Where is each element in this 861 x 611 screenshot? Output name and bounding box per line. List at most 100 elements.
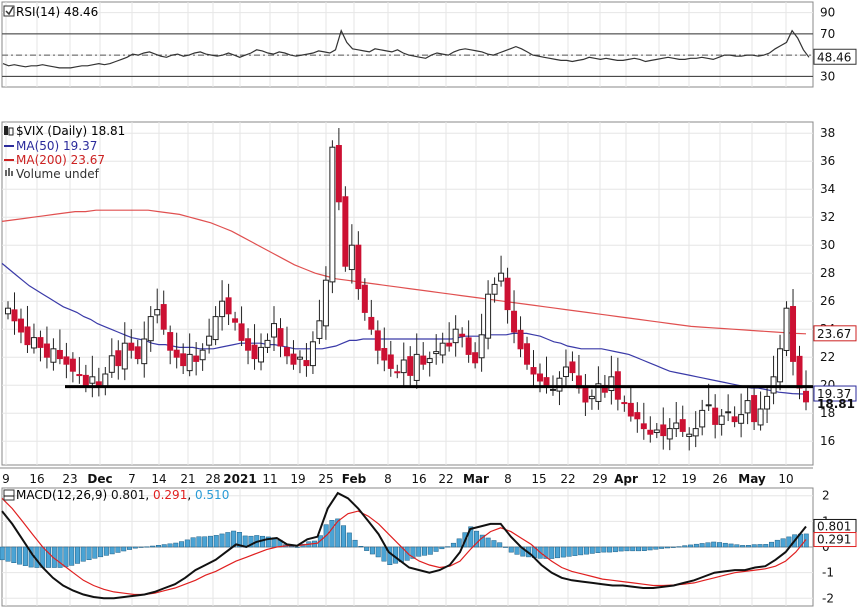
- ma50-line: [1, 262, 807, 395]
- candle-down: [504, 277, 511, 311]
- candle-up: [705, 404, 712, 407]
- macd-histogram-bar: [682, 545, 688, 548]
- candle-down: [582, 387, 589, 403]
- candle-down: [24, 326, 31, 346]
- macd-histogram-bar: [248, 535, 254, 548]
- candle-down: [446, 342, 453, 347]
- macd-histogram-bar: [763, 544, 769, 548]
- volume-legend-icon: [8, 168, 10, 176]
- candle-down: [245, 338, 252, 351]
- macd-histogram-bar: [196, 536, 202, 548]
- candle-up: [322, 279, 329, 327]
- macd-histogram-bar: [375, 546, 381, 558]
- x-tick-label: 28: [205, 472, 220, 486]
- macd-histogram-bar: [583, 546, 589, 555]
- macd-histogram-bar: [190, 537, 196, 548]
- candle-down: [731, 416, 738, 423]
- price-tick-label: 22: [820, 350, 835, 364]
- x-tick-label: Apr: [614, 472, 638, 486]
- macd-histogram-bar: [566, 546, 572, 557]
- candle-up: [186, 353, 193, 372]
- macd-histogram-bar: [86, 546, 92, 561]
- candle-up: [89, 376, 96, 384]
- macd-histogram-bar: [127, 546, 133, 550]
- signal-value-box: [813, 532, 857, 548]
- price-tick-label: 18: [820, 406, 835, 420]
- macd-histogram-bar: [219, 533, 225, 548]
- candle-down: [355, 244, 362, 290]
- macd-histogram-bar: [780, 538, 786, 548]
- candle-up: [588, 395, 595, 400]
- price-tick-label: 38: [820, 126, 835, 140]
- macd-histogram-bar: [225, 532, 231, 548]
- candle-down: [303, 360, 310, 367]
- candle-up: [199, 349, 206, 361]
- macd-histogram-bar: [601, 546, 607, 553]
- macd-histogram-bar: [456, 538, 462, 548]
- macd-histogram-bar: [364, 546, 370, 551]
- candle-down: [627, 402, 634, 417]
- candle-up: [212, 316, 219, 341]
- candle-legend-icon: [8, 127, 14, 136]
- candle-down: [115, 350, 122, 367]
- candle-up: [744, 400, 751, 414]
- rsi-frame: [1, 1, 814, 88]
- symbol-legend: $VIX (Daily) 18.81: [16, 124, 125, 138]
- macd-histogram-bar: [236, 532, 242, 548]
- candle-up: [738, 414, 745, 424]
- macd-histogram-bar: [508, 546, 514, 553]
- volume-legend: Volume undef: [16, 167, 100, 181]
- candle-up: [102, 373, 109, 388]
- macd-histogram-bar: [740, 545, 746, 548]
- macd-histogram-bar: [46, 546, 52, 568]
- candle-down: [751, 395, 758, 423]
- candle-down: [251, 344, 258, 360]
- candle-down: [640, 423, 647, 430]
- candle-down: [342, 196, 349, 267]
- macd-histogram-bar: [184, 539, 190, 548]
- candle-up: [121, 342, 128, 370]
- macd-histogram-bar: [11, 546, 17, 563]
- macd-histogram-bar: [202, 536, 208, 548]
- ma200-value-label: 23.67: [817, 327, 851, 341]
- ma200-value-box: [813, 325, 857, 342]
- macd-histogram-bar: [5, 546, 11, 562]
- candle-up: [725, 411, 732, 414]
- candle-up: [108, 355, 115, 373]
- macd-histogram-bar: [0, 546, 5, 561]
- candle-up: [556, 377, 563, 392]
- candle-down: [11, 309, 18, 322]
- macd-histogram-bar: [132, 546, 138, 549]
- macd-histogram-bar: [711, 541, 717, 548]
- candle-up: [413, 353, 420, 381]
- candle-down: [543, 377, 550, 386]
- macd-histogram-bar: [450, 542, 456, 548]
- macd-histogram-bar: [555, 546, 561, 559]
- ma200-legend: MA(200) 23.67: [16, 153, 105, 167]
- candle-up: [426, 358, 433, 364]
- macd-histogram-bar: [150, 545, 156, 548]
- candle-up: [491, 283, 498, 295]
- x-tick-label: 19: [290, 472, 305, 486]
- candle-down: [63, 356, 70, 365]
- macd-histogram-bar: [676, 546, 682, 548]
- macd-histogram-bar: [624, 546, 630, 552]
- rsi-value-box: [813, 48, 857, 65]
- candle-down: [790, 306, 797, 362]
- macd-histogram-bar: [144, 546, 150, 548]
- macd-histogram-bar: [74, 546, 80, 564]
- price-tick-label: 36: [820, 154, 835, 168]
- candle-up: [764, 395, 771, 410]
- macd-histogram-bar: [63, 546, 69, 568]
- x-tick-label: 11: [262, 472, 277, 486]
- macd-histogram-bar: [572, 546, 578, 556]
- candle-down: [225, 297, 232, 315]
- candle-down: [134, 346, 141, 360]
- macd-histogram-bar: [612, 546, 618, 553]
- candle-up: [147, 316, 154, 342]
- candle-up: [141, 338, 148, 365]
- candle-down: [37, 337, 44, 348]
- candle-up: [316, 320, 323, 339]
- candle-down: [712, 407, 719, 425]
- candle-up: [258, 346, 265, 363]
